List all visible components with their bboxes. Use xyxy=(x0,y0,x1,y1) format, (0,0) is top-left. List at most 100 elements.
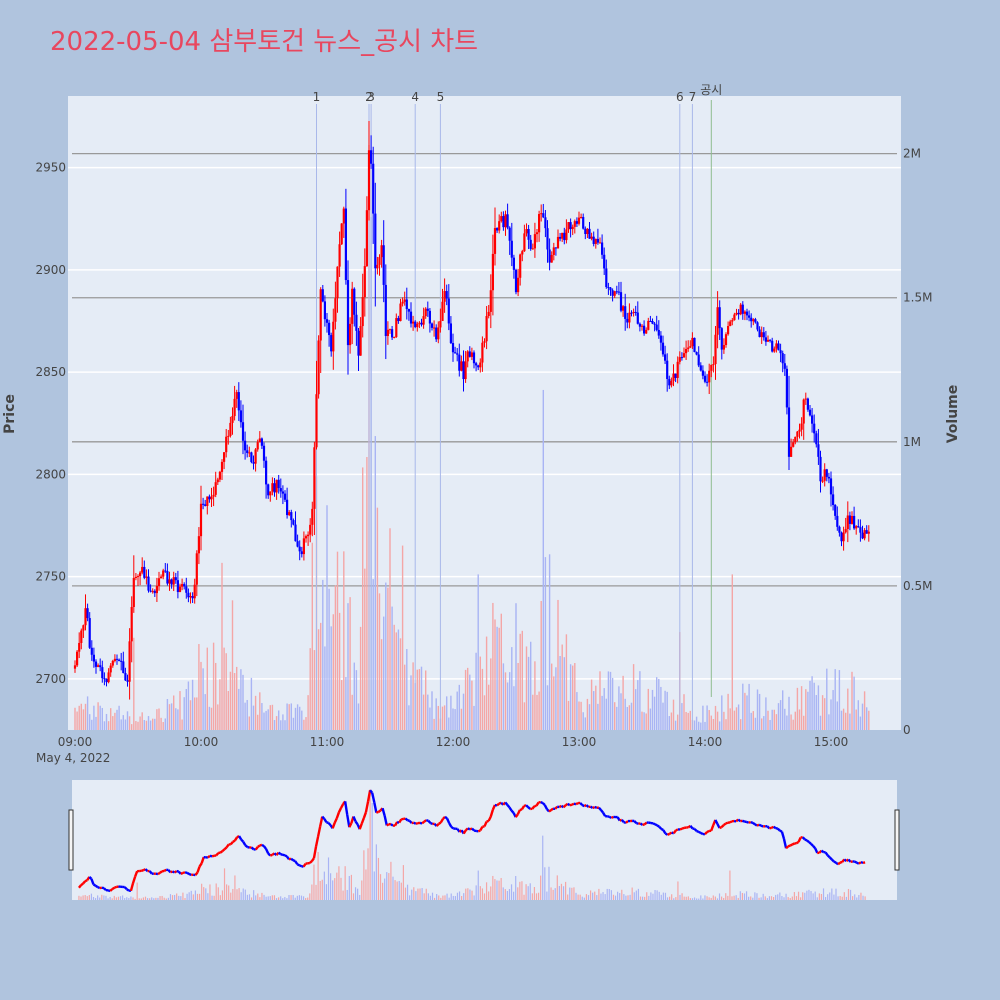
slider-volume-bar xyxy=(246,894,248,900)
candle-body xyxy=(420,322,423,325)
candle-body xyxy=(603,254,606,269)
volume-bar xyxy=(649,708,652,730)
slider-volume-bar xyxy=(390,861,392,900)
slider-price-segment xyxy=(514,813,519,818)
candle-body xyxy=(309,524,312,535)
volume-bar xyxy=(790,714,792,730)
volume-bar xyxy=(553,676,555,730)
range-slider-right-handle[interactable] xyxy=(894,809,900,871)
volume-bar xyxy=(538,691,540,730)
slider-volume-bar xyxy=(404,887,407,900)
slider-price-segment xyxy=(88,876,93,880)
candle-body xyxy=(647,320,650,330)
candle-body xyxy=(693,337,696,353)
volume-bar xyxy=(689,710,691,730)
candle-body xyxy=(552,247,555,255)
slider-price-segment xyxy=(616,816,621,822)
y2-gridlines xyxy=(72,152,897,587)
slider-price-segment xyxy=(567,802,571,807)
slider-volume-bar xyxy=(481,888,484,900)
candle-body xyxy=(867,531,870,534)
slider-volume-bar xyxy=(654,889,656,900)
candle-body xyxy=(790,446,793,457)
range-slider-left-handle[interactable] xyxy=(68,809,74,871)
slider-price-segment xyxy=(523,804,527,808)
candle-body xyxy=(416,323,419,328)
volume-bar xyxy=(758,693,761,730)
candle-body xyxy=(479,362,482,368)
slider-volume-bar xyxy=(681,893,683,900)
volume-bar xyxy=(89,714,91,730)
candle-body xyxy=(556,236,560,249)
slider-price-segment xyxy=(560,804,565,809)
candle-body xyxy=(92,654,95,662)
volume-bar xyxy=(259,692,261,730)
slider-volume-bar xyxy=(467,888,469,900)
slider-price-segment xyxy=(172,870,176,874)
slider-volume-bar xyxy=(625,895,627,900)
candle-body xyxy=(220,461,224,472)
slider-volume-bar xyxy=(415,891,417,900)
slider-volume-bar xyxy=(644,896,646,900)
volume-bar xyxy=(735,707,738,730)
volume-bar xyxy=(611,677,614,730)
slider-price-segment xyxy=(413,821,417,825)
slider-price-segment xyxy=(771,825,775,829)
candle-body xyxy=(388,329,392,331)
volume-bar xyxy=(513,686,515,730)
slider-price-segment xyxy=(698,830,702,835)
slider-price-segment xyxy=(710,824,715,832)
candle-body xyxy=(315,394,318,448)
slider-price-segment xyxy=(294,860,299,865)
slider-volume-bar xyxy=(691,898,694,900)
candle-body xyxy=(695,352,698,355)
candle-body xyxy=(720,328,723,350)
slider-volume-bar xyxy=(839,895,841,900)
slider-price-segment xyxy=(362,811,368,819)
volume-bar xyxy=(857,700,859,730)
slider-price-segment xyxy=(308,860,313,864)
slider-volume-bar xyxy=(261,892,263,900)
slider-volume-bar xyxy=(105,895,107,900)
volume-bar xyxy=(494,619,496,730)
candle-body xyxy=(321,289,324,302)
volume-bar xyxy=(620,693,622,730)
slider-volume-bar xyxy=(149,898,151,900)
volume-bar xyxy=(645,713,647,730)
slider-price-segment xyxy=(795,840,800,845)
range-slider[interactable] xyxy=(72,780,897,900)
slider-price-segment xyxy=(267,852,272,857)
slider-price-segment xyxy=(144,868,149,873)
slider-volume-bar xyxy=(592,892,594,900)
slider-price-segment xyxy=(681,826,685,830)
slider-price-segment xyxy=(296,863,300,867)
candle-body xyxy=(191,596,194,599)
candle-body xyxy=(592,236,595,244)
slider-volume-bar xyxy=(714,896,716,900)
slider-price-segment xyxy=(375,810,379,814)
volume-bar xyxy=(506,682,509,730)
candle-body xyxy=(441,301,444,322)
volume-bar xyxy=(725,719,727,730)
volume-bar xyxy=(263,712,265,730)
slider-price-segment xyxy=(608,815,612,819)
slider-volume-bar xyxy=(381,882,384,900)
slider-volume-bar xyxy=(683,896,685,900)
slider-volume-bar xyxy=(639,896,642,900)
slider-price-segment xyxy=(284,854,288,858)
candle-body xyxy=(712,364,715,366)
candle-body xyxy=(554,247,557,249)
candle-body xyxy=(193,584,196,599)
candle-body xyxy=(73,665,77,669)
volume-bar xyxy=(868,710,870,730)
slider-price-segment xyxy=(435,822,440,827)
candle-body xyxy=(189,596,192,598)
slider-price-segment xyxy=(746,820,750,824)
candle-body xyxy=(170,579,173,585)
volume-bar xyxy=(95,716,97,730)
slider-price-segment xyxy=(575,801,579,806)
volume-bar xyxy=(750,712,752,730)
slider-price-segment xyxy=(123,886,128,891)
slider-volume-bar xyxy=(743,893,746,900)
slider-volume-bar xyxy=(122,895,124,900)
